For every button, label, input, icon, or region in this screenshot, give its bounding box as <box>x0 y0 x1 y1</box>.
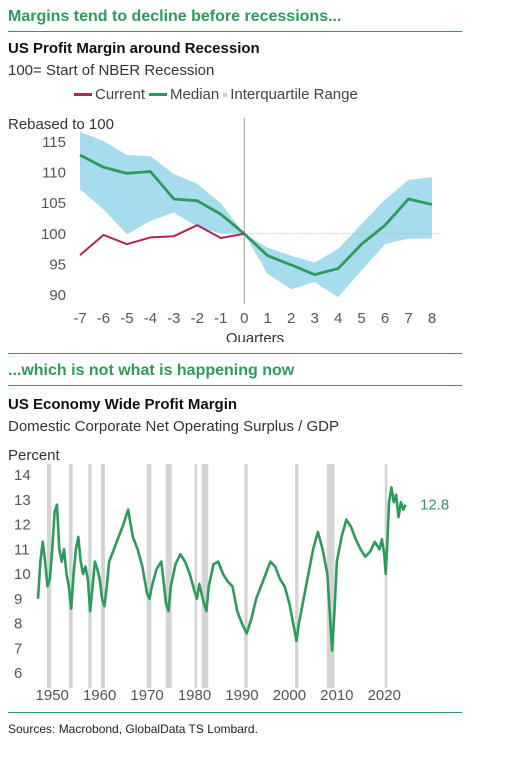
chart1-title: US Profit Margin around Recession <box>8 40 260 57</box>
divider-bottom <box>8 712 462 713</box>
recession-shade <box>88 464 92 688</box>
chart1-xtick: 3 <box>310 310 318 327</box>
legend-range-swatch <box>223 92 228 97</box>
source-note: Sources: Macrobond, GlobalData TS Lombar… <box>8 722 258 736</box>
chart1-ytick: 100 <box>41 226 66 243</box>
chart1-ytick: 105 <box>41 195 66 212</box>
chart1-xtick: 1 <box>264 310 272 327</box>
series-median-line <box>79 153 433 277</box>
chart2-xtick: 1950 <box>36 687 69 704</box>
recession-shade <box>146 464 152 688</box>
divider-middle <box>8 353 462 354</box>
chart2-xtick: 1970 <box>130 687 163 704</box>
headline-bottom: ...which is not what is happening now <box>8 362 295 379</box>
recession-shade <box>101 464 105 688</box>
chart1-subtitle: 100= Start of NBER Recession <box>8 62 215 79</box>
chart2-ytick: 11 <box>14 541 30 558</box>
chart1-xtick: 2 <box>287 310 295 327</box>
legend-median-label: Median <box>170 86 220 103</box>
recession-shade <box>165 464 172 688</box>
divider-middle-2 <box>8 385 462 386</box>
chart2-ytick: 13 <box>14 492 31 509</box>
divider-top <box>8 31 462 32</box>
chart2-plot: Percent 6 7 8 9 10 11 12 13 14 1950 1960 1970 1980 19… <box>8 447 449 704</box>
chart2-ytick: 8 <box>14 616 22 633</box>
recession-shade <box>68 464 73 688</box>
headline-top: Margins tend to decline before recession… <box>8 8 342 25</box>
chart1-ytick: 95 <box>49 256 66 273</box>
chart2-ytick: 14 <box>14 467 31 484</box>
chart2-xtick: 1990 <box>225 687 258 704</box>
chart1-xtick: -3 <box>167 310 180 327</box>
series-current-line <box>79 224 245 256</box>
chart2-xtick: 1980 <box>178 687 211 704</box>
recession-shade <box>194 464 198 688</box>
chart2-ytick: 9 <box>14 591 22 608</box>
chart2-ytick: 7 <box>14 640 22 657</box>
legend-median-swatch <box>149 93 168 96</box>
chart1-ytick: 115 <box>42 134 66 151</box>
chart1-xtick: -1 <box>214 310 227 327</box>
chart2-ylabel: Percent <box>8 447 61 464</box>
profit-margin-line <box>36 486 407 653</box>
chart2-xtick: 2000 <box>273 687 306 704</box>
chart1-ytick: 90 <box>49 287 66 304</box>
legend-current-swatch <box>74 93 92 96</box>
recession-shade <box>384 464 388 688</box>
chart1-xtick: 5 <box>357 310 365 327</box>
legend-current-label: Current <box>95 86 146 103</box>
chart2-title: US Economy Wide Profit Margin <box>8 396 238 413</box>
end-value-label: 12.8 <box>420 497 449 514</box>
recession-shade <box>201 464 209 688</box>
chart1-xtick: -4 <box>144 310 157 327</box>
chart1-xlabel: Quarters <box>226 330 284 342</box>
recession-shade <box>244 464 248 688</box>
chart2-subtitle: Domestic Corporate Net Operating Surplus… <box>8 418 339 435</box>
chart2-xtick: 2010 <box>320 687 353 704</box>
chart1-xtick: 0 <box>240 310 248 327</box>
chart1-xtick: 7 <box>404 310 412 327</box>
chart1-xtick: -2 <box>191 310 204 327</box>
chart2-ytick: 6 <box>14 665 22 682</box>
chart2-xtick: 2020 <box>368 687 401 704</box>
chart2-xtick: 1960 <box>83 687 116 704</box>
chart1-xtick: 6 <box>381 310 389 327</box>
chart2-ytick: 10 <box>14 566 31 583</box>
chart1-xtick: -5 <box>120 310 133 327</box>
chart1-ytick: 110 <box>42 165 66 182</box>
recession-shade <box>326 464 335 688</box>
iqr-band <box>80 131 432 298</box>
chart1-legend: Current Median Interquartile Range <box>70 86 358 103</box>
recession-shade <box>295 464 299 688</box>
chart1-xtick: 8 <box>428 310 436 327</box>
chart1-plot: Rebased to 100 Quarters 9095100105110115… <box>8 116 442 342</box>
chart1-xtick: -6 <box>97 310 110 327</box>
chart1-ylabel: Rebased to 100 <box>8 116 114 133</box>
chart2-ytick: 12 <box>14 517 31 534</box>
legend-range-label: Interquartile Range <box>230 86 358 103</box>
chart1-xtick: 4 <box>334 310 342 327</box>
chart1-xtick: -7 <box>73 310 86 327</box>
